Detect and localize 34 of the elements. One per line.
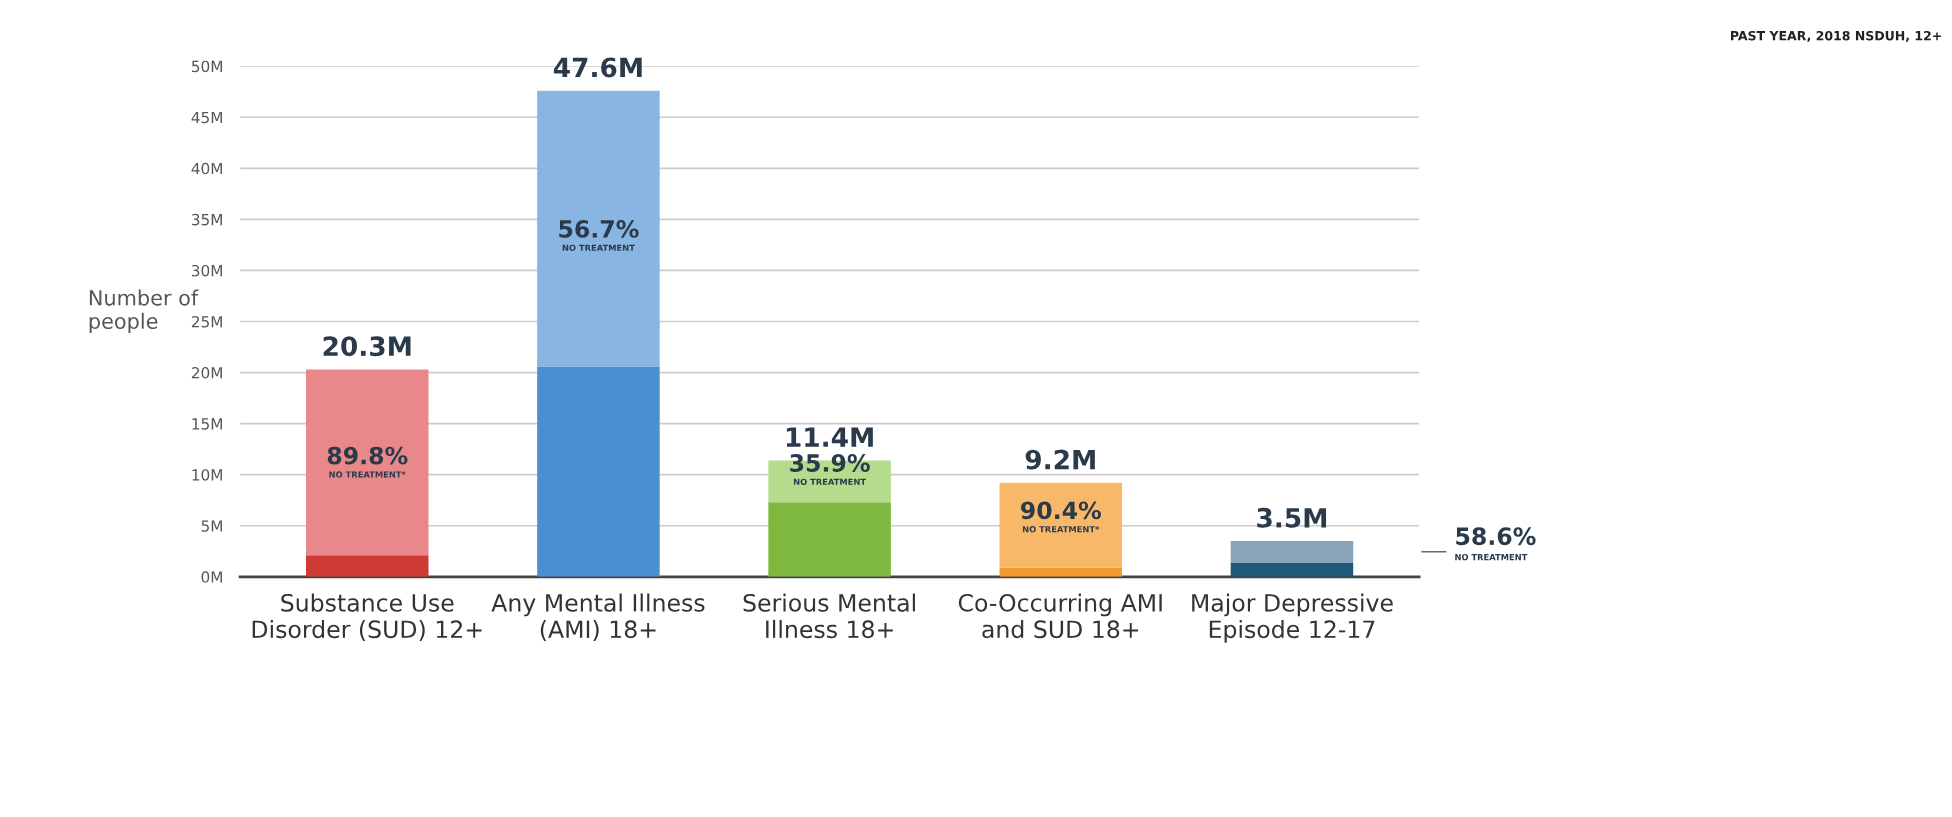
bar: [1230, 562, 1354, 577]
x-tick-label: Substance Use Disorder (SUD) 12+: [252, 593, 482, 641]
y-tick-label: 0M: [201, 571, 222, 583]
text: PAST YEAR, 2018 NSDUH, 12+: [1731, 30, 1941, 42]
x-tick-label: Serious Mental Illness 18+: [743, 593, 915, 639]
total-label: 11.4M: [786, 427, 873, 447]
total-label: 20.3M: [323, 336, 411, 357]
annotation: 90.4% NO TREATMENT*: [1021, 501, 1101, 533]
x-tick-label: Major Depressive Episode 12-17: [1192, 593, 1393, 643]
y-tick-label: 45M: [191, 111, 222, 124]
bar: [1230, 541, 1354, 563]
y-tick-label: 35M: [191, 213, 222, 226]
annotation: 56.7% NO TREATMENT: [559, 220, 639, 251]
x-tick-label: Any Mental Illness (AMI) 18+: [491, 593, 705, 641]
y-tick-label: 20M: [191, 367, 222, 379]
y-tick-label: 25M: [191, 315, 222, 328]
y-tick-label: 50M: [191, 60, 222, 73]
total-label: 9.2M: [1025, 449, 1095, 470]
total-label: 3.5M: [1257, 507, 1327, 528]
y-tick-label: 30M: [191, 264, 222, 277]
y-tick-label: 5M: [201, 520, 222, 532]
y-tick-label: 15M: [192, 418, 222, 430]
x-tick-label: Co-Occurring AMI and SUD 18+: [958, 593, 1162, 639]
bar: [999, 482, 1123, 568]
bar: [305, 555, 429, 577]
bar: [537, 366, 660, 577]
bar: [537, 90, 660, 367]
bar: [768, 502, 891, 577]
total-label: 47.6M: [553, 57, 642, 78]
annotation: 89.8% NO TREATMENT*: [327, 446, 408, 478]
y-tick-label: 10M: [192, 469, 222, 481]
bar: [305, 369, 429, 556]
y-tick-label: 40M: [191, 162, 222, 175]
text: 58.6% NO TREATMENT: [1455, 527, 1536, 561]
